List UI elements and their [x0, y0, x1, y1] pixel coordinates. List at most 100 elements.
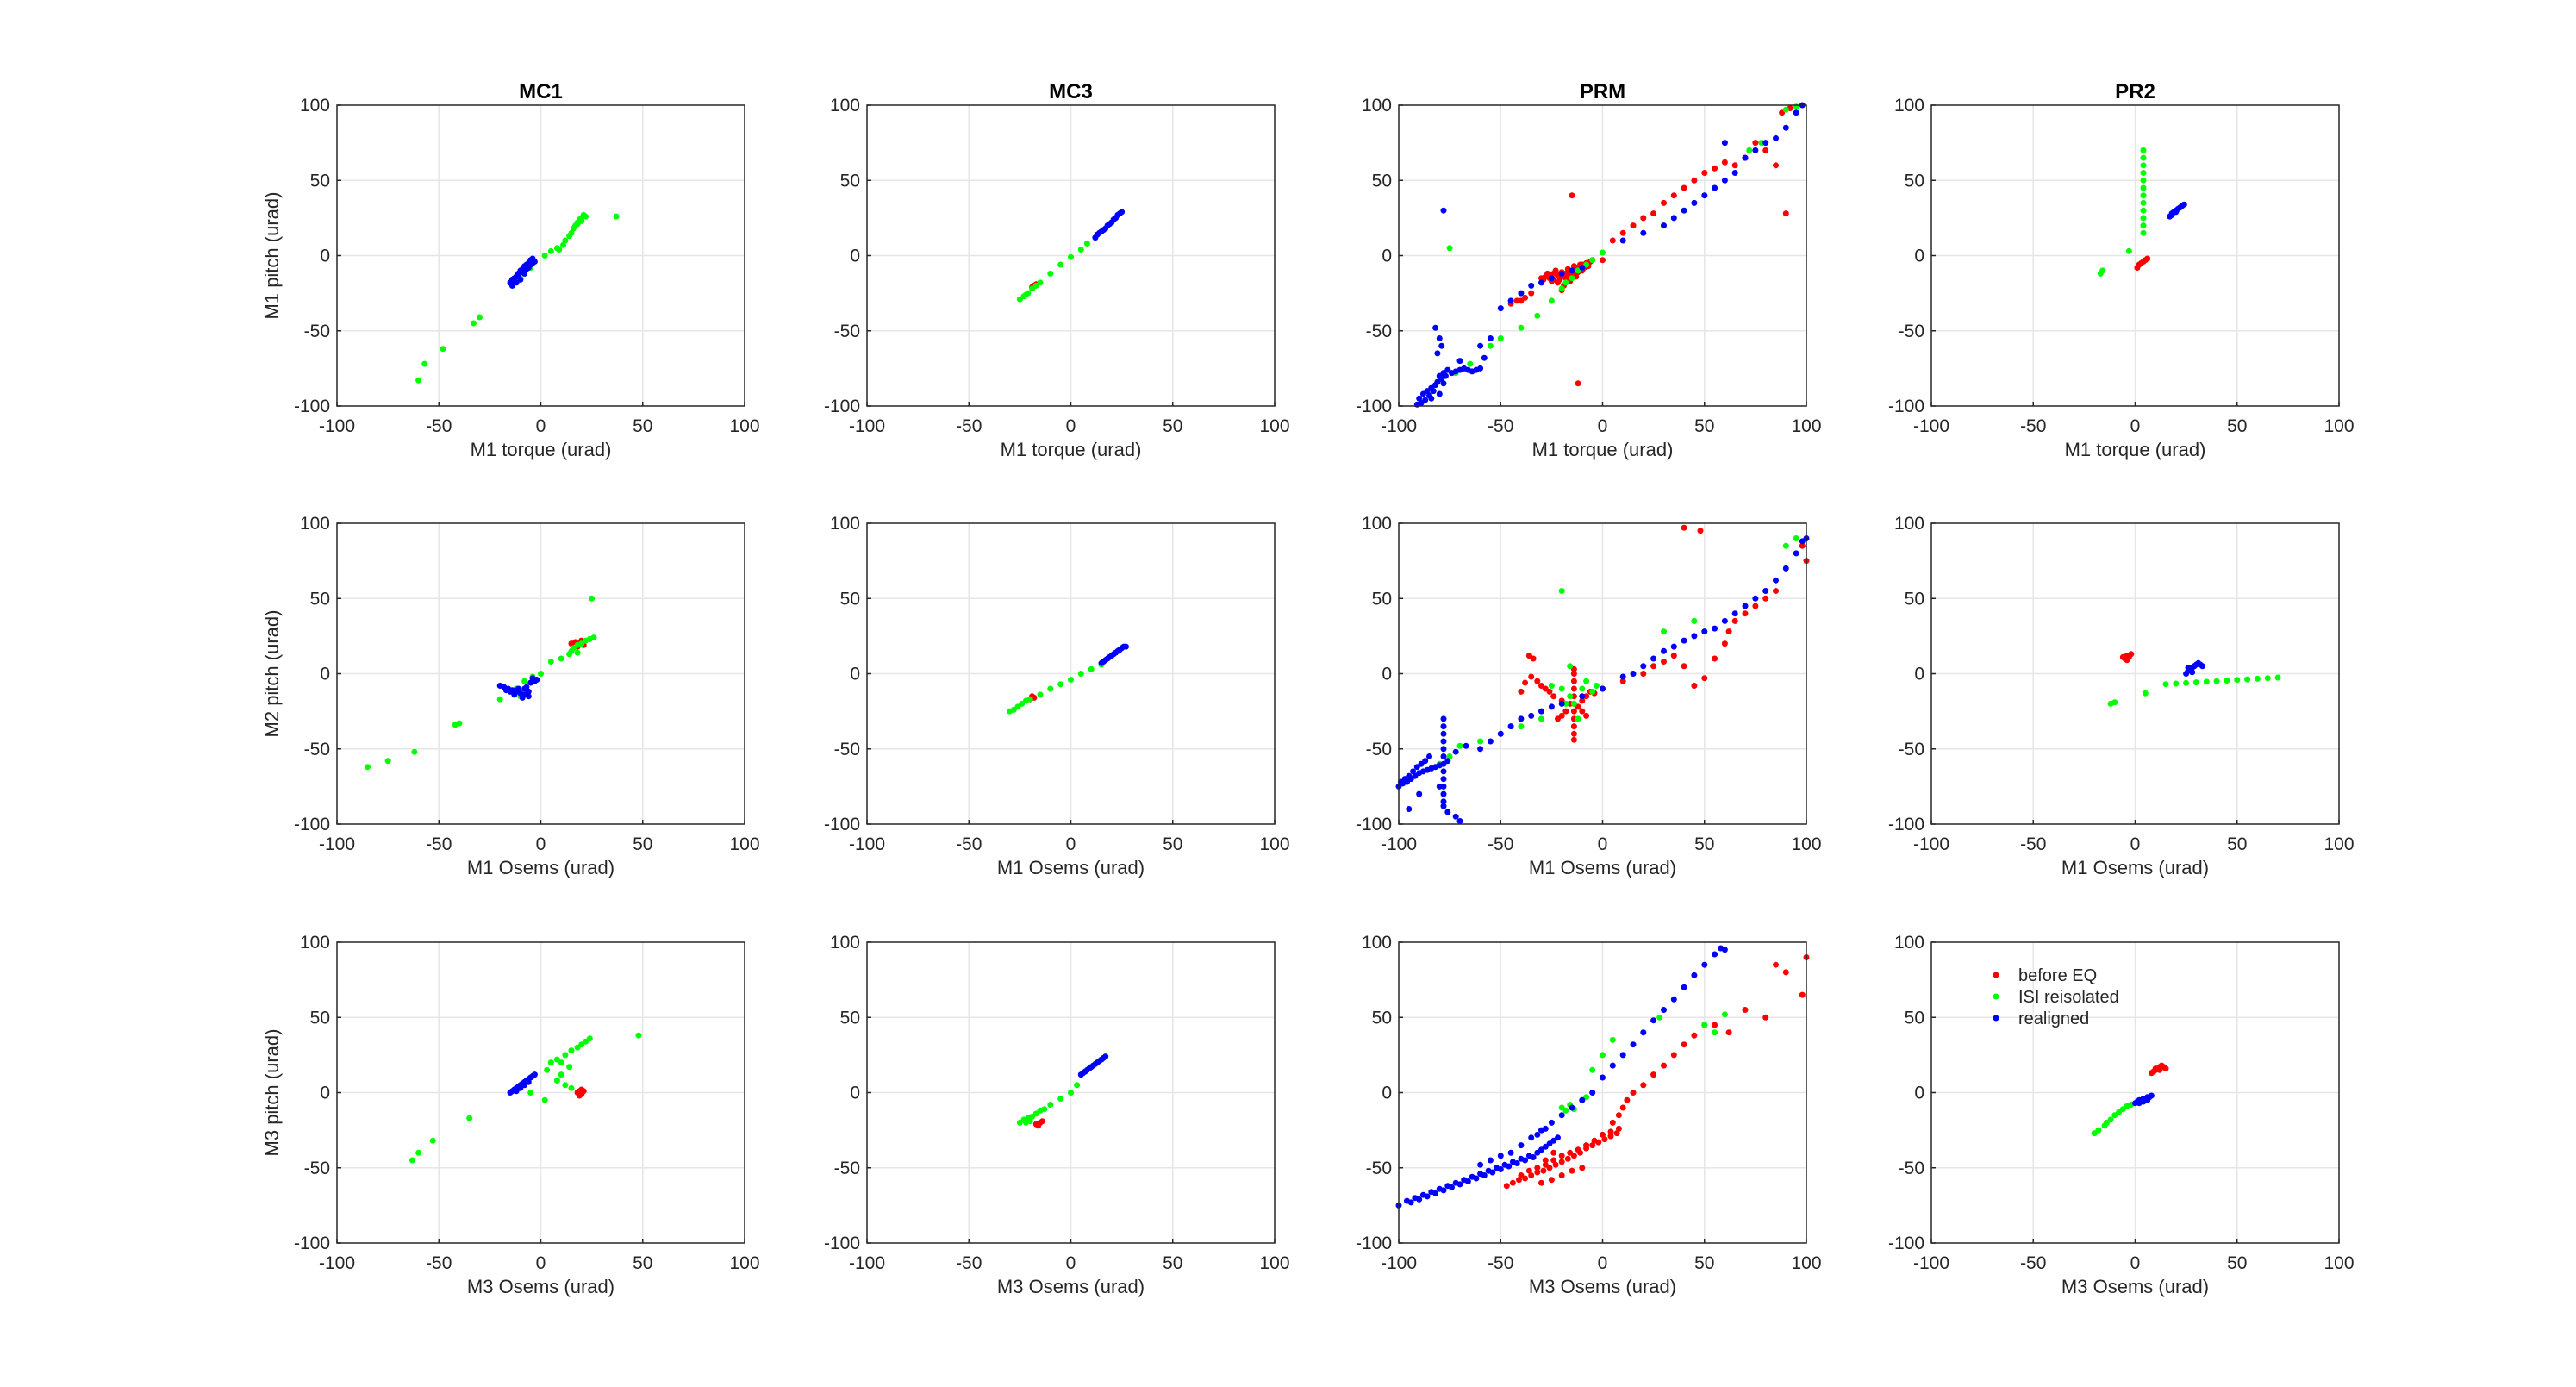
data-point: [1661, 1062, 1667, 1069]
data-point: [1077, 671, 1084, 677]
data-point: [1088, 665, 1095, 672]
x-tick-label: 0: [2130, 416, 2141, 436]
x-axis-label: M3 Osems (urad): [1529, 1276, 1676, 1297]
x-tick-label: 100: [1791, 1253, 1821, 1273]
data-point: [1023, 291, 1029, 298]
y-tick-label: 100: [300, 96, 330, 116]
data-point: [1083, 241, 1090, 247]
y-tick-label: 0: [1382, 1084, 1392, 1103]
data-point: [1047, 1102, 1054, 1108]
y-tick-label: 100: [1894, 96, 1924, 116]
data-point: [1019, 700, 1026, 707]
data-point: [1650, 1071, 1657, 1078]
data-point: [1701, 675, 1708, 682]
data-point: [1456, 818, 1463, 824]
data-point: [1793, 535, 1799, 541]
y-tick-label: 100: [300, 933, 330, 953]
x-tick-label: 100: [2323, 1253, 2354, 1273]
data-point: [1681, 1041, 1687, 1048]
data-point: [1570, 700, 1577, 707]
data-point: [1650, 1017, 1657, 1024]
subplot-2-3: -100 -50 0 50 100 -100 -50 0 50 100 M1 Osems (urad…: [1356, 514, 1822, 878]
data-point: [2224, 678, 2230, 684]
data-point: [1037, 279, 1044, 286]
x-axis-label: M3 Osems (urad): [467, 1276, 614, 1297]
data-point: [1661, 659, 1667, 665]
data-point: [1530, 1154, 1537, 1160]
data-point: [1538, 708, 1544, 715]
data-point: [1487, 738, 1494, 745]
data-point: [553, 1056, 560, 1063]
data-point: [2140, 184, 2147, 191]
series-3: [2183, 659, 2205, 677]
data-point: [1047, 270, 1054, 277]
subplot-2-2: -100 -50 0 50 100 -100 -50 0 50 100 M1 Osems (urad…: [824, 514, 1290, 878]
data-point: [1773, 577, 1779, 584]
y-tick-label: -100: [824, 397, 860, 416]
series-3: [496, 675, 540, 701]
data-point: [1074, 1082, 1081, 1089]
data-point: [1564, 1155, 1571, 1162]
data-point: [1681, 984, 1687, 990]
data-point: [1534, 1169, 1541, 1176]
data-point: [1122, 643, 1129, 650]
data-point: [1032, 1121, 1039, 1128]
y-tick-label: 50: [1372, 1008, 1392, 1028]
data-point: [1600, 685, 1606, 692]
data-point: [1440, 207, 1447, 214]
data-point: [1558, 1172, 1565, 1178]
y-tick-label: -50: [1366, 740, 1392, 759]
x-tick-label: -100: [319, 416, 355, 436]
x-tick-label: -50: [1488, 834, 1513, 854]
data-point: [1555, 1134, 1561, 1141]
data-point: [1773, 162, 1779, 169]
data-point: [547, 247, 554, 254]
data-point: [471, 320, 477, 327]
x-tick-label: -50: [956, 834, 982, 854]
y-tick-label: -50: [1899, 740, 1924, 759]
data-point: [1609, 1119, 1616, 1126]
y-tick-label: 50: [840, 171, 860, 191]
data-point: [1538, 1179, 1544, 1186]
data-point: [1782, 124, 1789, 131]
x-tick-label: 0: [1598, 1253, 1608, 1273]
data-point: [1762, 588, 1769, 594]
data-point: [1762, 595, 1769, 602]
data-point: [1661, 647, 1667, 654]
data-point: [1609, 1062, 1616, 1069]
data-point: [1615, 1125, 1622, 1132]
x-axis-label: M1 torque (urad): [471, 439, 612, 460]
y-tick-label: 0: [850, 1084, 860, 1103]
x-tick-label: -100: [1913, 1253, 1949, 1273]
data-point: [1463, 742, 1469, 749]
y-tick-label: 0: [1382, 247, 1392, 266]
data-point: [1583, 678, 1590, 684]
y-tick-label: 100: [830, 514, 860, 534]
data-point: [1077, 247, 1084, 253]
y-axis-label: M2 pitch (urad): [261, 610, 283, 738]
data-point: [1513, 1160, 1520, 1166]
data-point: [1681, 663, 1687, 670]
data-point: [2274, 674, 2281, 681]
data-point: [1534, 1131, 1541, 1138]
data-point: [1068, 677, 1074, 683]
x-tick-label: -100: [849, 834, 885, 854]
data-point: [531, 1071, 538, 1078]
data-point: [1589, 1090, 1596, 1096]
data-point: [1640, 671, 1647, 677]
data-point: [1579, 265, 1586, 271]
data-point: [1102, 1053, 1109, 1060]
data-point: [1681, 184, 1687, 191]
x-axis-label: M1 Osems (urad): [2061, 857, 2209, 878]
data-point: [1579, 1165, 1586, 1171]
data-point: [515, 685, 521, 692]
data-point: [1640, 215, 1647, 222]
data-point: [1440, 803, 1447, 809]
data-point: [1550, 693, 1557, 700]
y-tick-label: 50: [840, 589, 860, 609]
subplot-3-2: -100 -50 0 50 100 -100 -50 0 50 100 M3 Osems (urad…: [824, 933, 1290, 1297]
data-point: [496, 696, 503, 703]
data-point: [1552, 267, 1559, 274]
data-point: [1558, 588, 1565, 594]
data-point: [2140, 222, 2147, 229]
